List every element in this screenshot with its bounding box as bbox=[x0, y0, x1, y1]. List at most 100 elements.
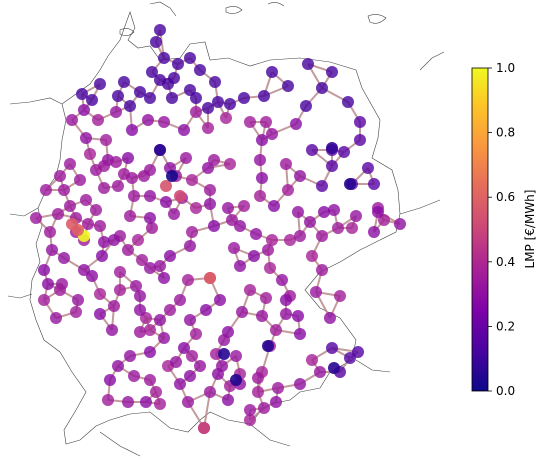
poland-coast bbox=[419, 51, 445, 71]
bus-node bbox=[94, 288, 106, 300]
bus-node bbox=[256, 134, 268, 146]
bus-nodes bbox=[30, 24, 406, 434]
bus-node bbox=[314, 366, 326, 378]
bus-node bbox=[282, 184, 294, 196]
west-border-lower bbox=[9, 207, 39, 217]
bus-node bbox=[342, 96, 354, 108]
bus-node bbox=[282, 80, 294, 92]
bus-node bbox=[122, 396, 134, 408]
bus-node bbox=[144, 164, 156, 176]
lux-border bbox=[7, 293, 33, 299]
bus-node bbox=[80, 194, 92, 206]
bus-node bbox=[224, 158, 236, 170]
bus-node bbox=[58, 252, 70, 264]
bus-node bbox=[78, 104, 90, 116]
bus-node bbox=[174, 190, 186, 202]
bus-node bbox=[46, 244, 58, 256]
bus-node bbox=[118, 168, 130, 180]
bus-node bbox=[190, 92, 202, 104]
bus-node bbox=[214, 294, 226, 306]
bus-node bbox=[74, 174, 86, 186]
colorbar: 0.0 0.2 0.4 0.6 0.8 1.0 LMP [€/MWh] bbox=[471, 61, 537, 398]
bus-node bbox=[166, 92, 178, 104]
bus-node bbox=[266, 66, 278, 78]
bus-node bbox=[134, 290, 146, 302]
bus-node bbox=[158, 116, 170, 128]
bus-node bbox=[209, 76, 221, 88]
bus-node bbox=[228, 242, 240, 254]
bus-node bbox=[234, 260, 246, 272]
bus-node bbox=[142, 114, 154, 126]
bus-node bbox=[82, 218, 94, 230]
bus-node bbox=[92, 114, 104, 126]
bus-node bbox=[294, 378, 306, 390]
bus-node bbox=[238, 92, 250, 104]
bus-node bbox=[220, 112, 232, 124]
bus-node bbox=[292, 310, 304, 322]
bus-node bbox=[52, 208, 64, 220]
bus-node bbox=[134, 86, 146, 98]
bus-node bbox=[354, 134, 366, 146]
bus-node bbox=[190, 202, 202, 214]
bus-node bbox=[154, 144, 166, 156]
bus-node bbox=[326, 142, 338, 154]
bus-node bbox=[72, 294, 84, 306]
bus-node bbox=[136, 254, 148, 266]
colorbar-ticks: 0.0 0.2 0.4 0.6 0.8 1.0 bbox=[488, 61, 515, 398]
island-3 bbox=[267, 2, 285, 7]
bus-node bbox=[64, 158, 76, 170]
bus-node bbox=[132, 234, 144, 246]
bus-node bbox=[80, 132, 92, 144]
bus-node bbox=[256, 172, 268, 184]
bus-node bbox=[174, 378, 186, 390]
bus-node bbox=[90, 204, 102, 216]
bus-node bbox=[150, 36, 162, 48]
bus-node bbox=[38, 264, 50, 276]
bus-node bbox=[280, 294, 292, 306]
bus-node bbox=[332, 222, 344, 234]
bus-node bbox=[394, 218, 406, 230]
bus-node bbox=[248, 250, 260, 262]
bus-node bbox=[218, 348, 230, 360]
colorbar-tick-label: 0.8 bbox=[496, 126, 515, 140]
bus-node bbox=[110, 156, 122, 168]
bus-node bbox=[354, 116, 366, 128]
bus-node bbox=[42, 278, 54, 290]
bus-node bbox=[114, 266, 126, 278]
bus-node bbox=[328, 204, 340, 216]
bus-node bbox=[272, 382, 284, 394]
island-4 bbox=[367, 14, 387, 24]
bus-node bbox=[102, 394, 114, 406]
bus-node bbox=[226, 214, 238, 226]
south-border bbox=[249, 423, 291, 447]
bus-node bbox=[54, 284, 66, 296]
bus-node bbox=[344, 178, 356, 190]
bus-node bbox=[58, 184, 70, 196]
bus-node bbox=[164, 304, 176, 316]
bus-node bbox=[154, 24, 166, 36]
bus-node bbox=[346, 222, 358, 234]
bus-node bbox=[118, 76, 130, 88]
bus-node bbox=[338, 146, 350, 158]
bus-node bbox=[294, 230, 306, 242]
bus-node bbox=[94, 220, 106, 232]
bus-node bbox=[280, 158, 292, 170]
bus-node bbox=[302, 58, 314, 70]
bus-node bbox=[222, 394, 234, 406]
bus-node bbox=[244, 284, 256, 296]
bus-node bbox=[134, 304, 146, 316]
bus-node bbox=[174, 294, 186, 306]
bus-node bbox=[128, 190, 140, 202]
bus-node bbox=[44, 226, 56, 238]
bus-node bbox=[110, 106, 122, 118]
bus-node bbox=[218, 334, 230, 346]
bus-node bbox=[160, 196, 172, 208]
bus-node bbox=[222, 202, 234, 214]
austria-border bbox=[355, 359, 391, 373]
bus-node bbox=[124, 100, 136, 112]
bus-node bbox=[202, 122, 214, 134]
bus-node bbox=[186, 174, 198, 186]
bus-node bbox=[144, 324, 156, 336]
bus-node bbox=[224, 98, 236, 110]
bus-node bbox=[324, 312, 336, 324]
